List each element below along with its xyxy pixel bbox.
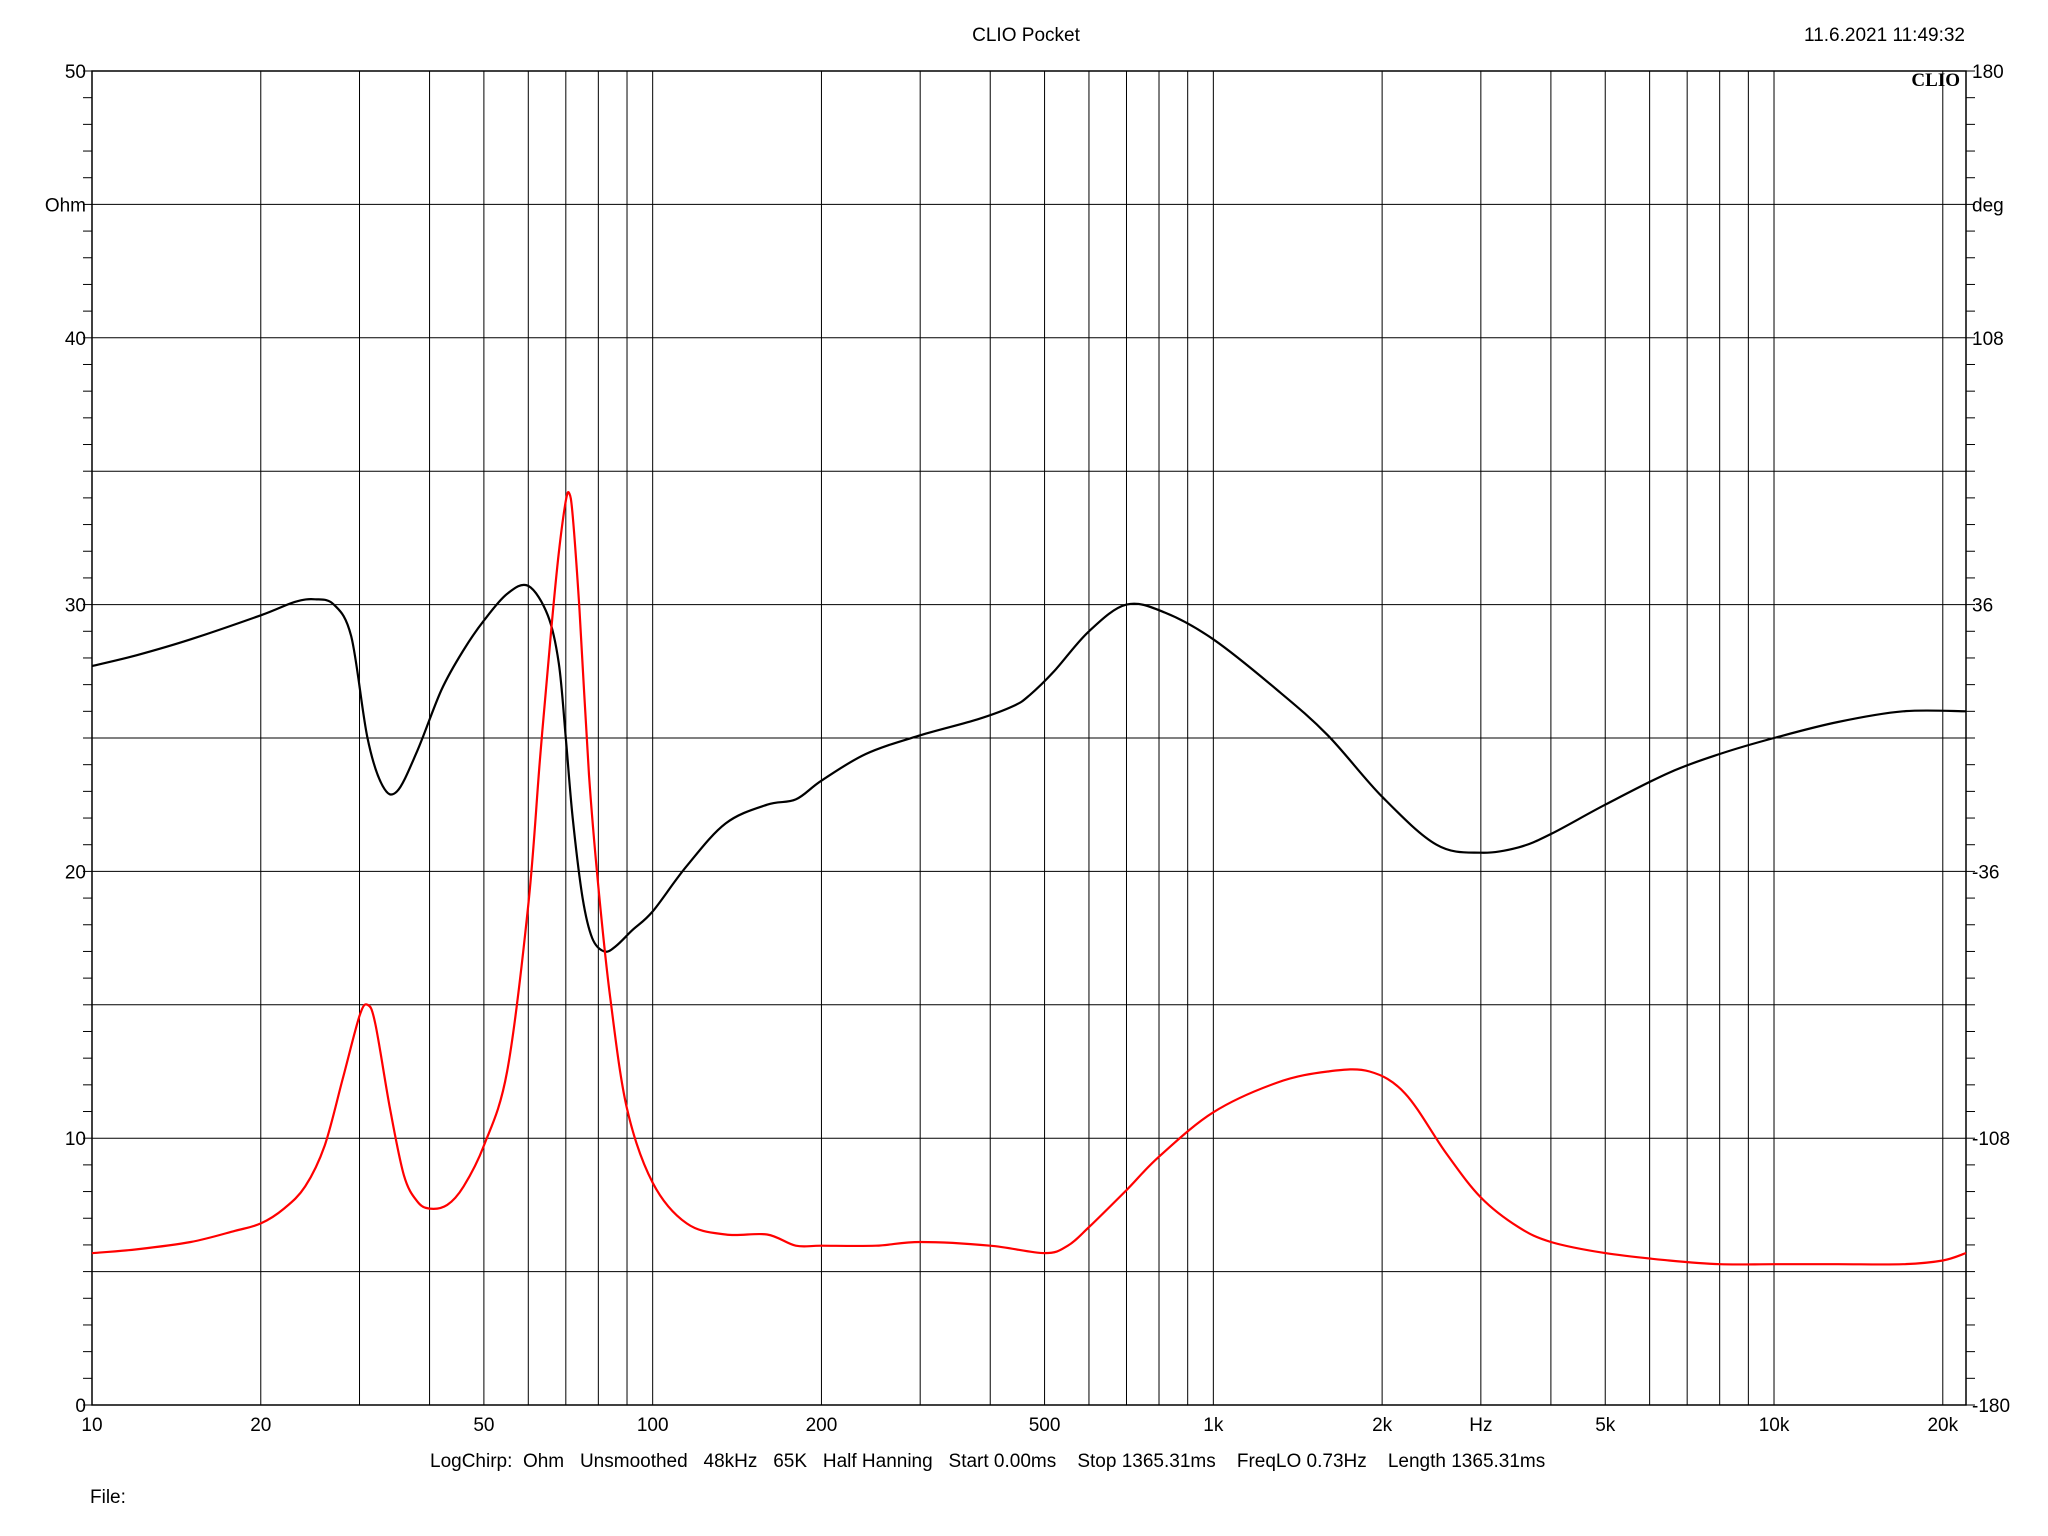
x-tick-label: 10k <box>1759 1415 1790 1436</box>
y-left-tick-label: 0 <box>75 1396 86 1417</box>
x-tick-label: 50 <box>473 1415 494 1436</box>
file-label: File: <box>90 1487 126 1508</box>
axis-labels: 10 20 50 100 200 500 1k 2k 5k 10k 20kHz01020304050… <box>45 62 2010 1436</box>
x-axis-unit-label: Hz <box>1469 1415 1492 1436</box>
x-tick-label: 20k <box>1927 1415 1958 1436</box>
chart-title: CLIO Pocket <box>972 25 1080 46</box>
y-right-tick-label: -108 <box>1972 1129 2010 1150</box>
x-tick-label: 200 <box>806 1415 838 1436</box>
y-right-tick-label: -36 <box>1972 862 1999 883</box>
y-right-unit-label: deg <box>1972 195 2004 216</box>
x-tick-label: 2k <box>1372 1415 1393 1436</box>
y-left-unit-label: Ohm <box>45 195 86 216</box>
y-left-tick-label: 20 <box>65 862 86 883</box>
x-tick-label: 10 <box>81 1415 102 1436</box>
y-right-tick-label: 108 <box>1972 329 2004 350</box>
measurement-info: LogChirp: Ohm Unsmoothed 48kHz 65K Half … <box>430 1451 1545 1472</box>
impedance-curve <box>91 583 1967 953</box>
grid <box>83 70 1975 1406</box>
x-tick-label: 5k <box>1595 1415 1616 1436</box>
y-right-tick-label: 36 <box>1972 596 1993 617</box>
y-left-tick-label: 10 <box>65 1129 86 1150</box>
y-left-tick-label: 40 <box>65 329 86 350</box>
phase-curve <box>91 491 1967 1266</box>
y-right-tick-label: 180 <box>1972 62 2004 83</box>
y-left-tick-label: 50 <box>65 62 86 83</box>
y-left-tick-label: 30 <box>65 596 86 617</box>
plot-area <box>91 491 1967 1266</box>
x-tick-label: 20 <box>250 1415 271 1436</box>
x-tick-label: 100 <box>637 1415 669 1436</box>
timestamp: 11.6.2021 11:49:32 <box>1804 25 1965 46</box>
x-tick-label: 500 <box>1029 1415 1061 1436</box>
x-tick-label: 1k <box>1203 1415 1224 1436</box>
y-right-tick-label: -180 <box>1972 1396 2010 1417</box>
clio-logo: CLIO <box>1911 70 1960 91</box>
